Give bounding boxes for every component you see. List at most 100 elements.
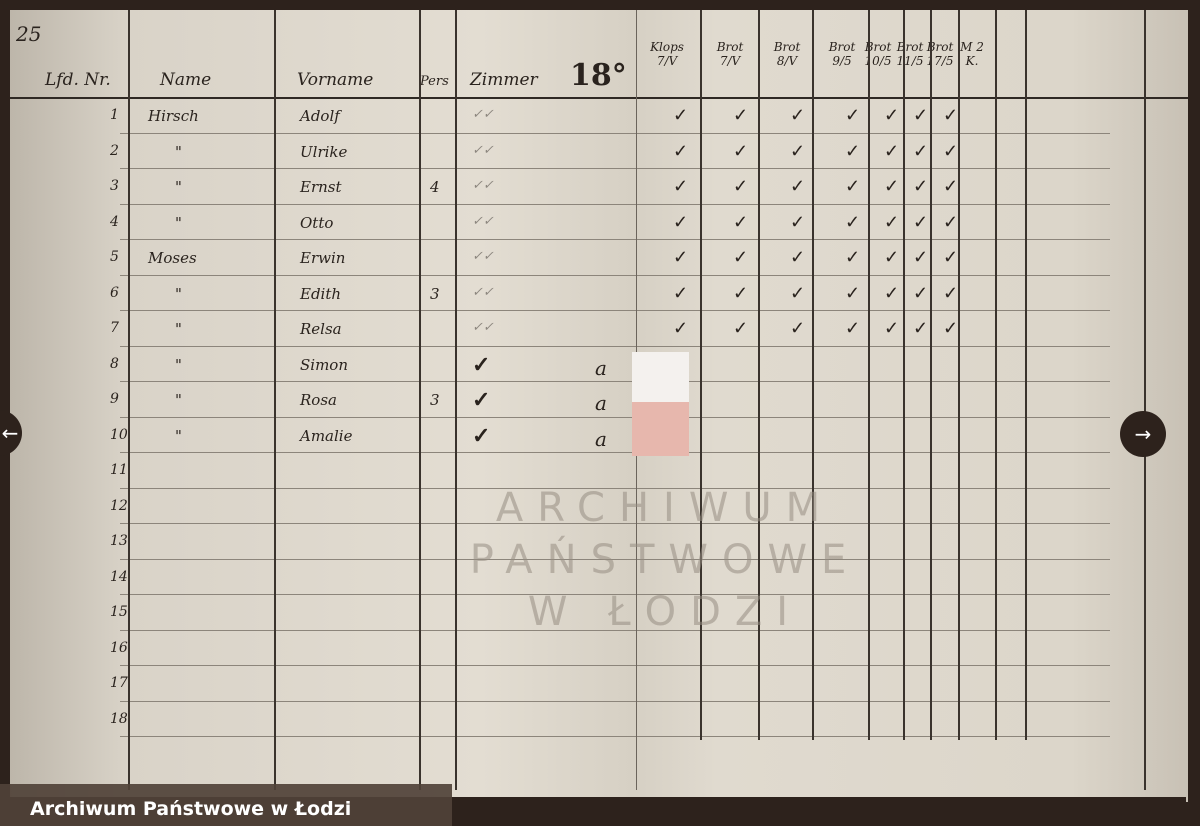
check-icon: ✓ (790, 105, 806, 126)
check-icon: ✓ (884, 318, 900, 339)
check-icon: ✓ (943, 211, 959, 233)
check-icon: ✓ (733, 105, 749, 126)
archive-caption: Archiwum Państwowe w Łodzi (0, 784, 452, 826)
header-date-column: Brot 10/5 (864, 40, 892, 68)
row-check: ✓ (472, 351, 491, 378)
arrow-left-icon: ← (1, 421, 19, 445)
row-rule (120, 345, 1110, 347)
check-icon: ✓ (943, 105, 959, 126)
prev-button[interactable]: ← (0, 410, 22, 456)
row-number: 8 (110, 355, 119, 372)
row-number: 10 (110, 426, 128, 443)
faint-check-icon: ✓✓ (472, 320, 494, 335)
header-date-column: Brot 17/5 (926, 40, 954, 68)
row-vorname: Erwin (300, 249, 346, 267)
check-icon: ✓ (845, 105, 861, 126)
row-rule (120, 239, 1110, 240)
column-rule (758, 10, 760, 740)
row-vorname: Edith (300, 284, 342, 303)
row-vorname: Ulrike (300, 142, 348, 161)
check-icon: ✓ (884, 176, 900, 197)
row-rule (120, 665, 1110, 666)
check-icon: ✓ (913, 318, 929, 339)
column-rule (455, 10, 457, 790)
header-date-column: M 2 K. (960, 40, 984, 68)
column-rule (995, 10, 997, 740)
check-icon: ✓ (845, 247, 861, 268)
check-icon: ✓ (913, 211, 929, 233)
row-vorname: Amalie (300, 426, 353, 445)
document-scan: 25 Lfd. Nr. Name Vorname Pers Zimmer 18°… (10, 10, 1188, 802)
row-number: 18 (110, 710, 128, 727)
row-number: 3 (110, 178, 119, 194)
row-name: Hirsch (148, 107, 199, 125)
header-zimmer: Zimmer (470, 70, 538, 90)
row-number: 14 (110, 568, 128, 585)
check-icon: ✓ (913, 247, 929, 268)
check-icon: ✓ (790, 211, 806, 233)
check-icon: ✓ (673, 318, 689, 339)
check-icon: ✓ (790, 176, 806, 197)
check-icon: ✓ (943, 282, 959, 304)
header-nr: Lfd. Nr. (45, 70, 111, 90)
check-icon: ✓ (733, 140, 749, 162)
row-pers: 4 (430, 178, 440, 196)
watermark: ARCHIWUM PAŃSTWOWE W ŁODZI (300, 482, 1030, 638)
check-icon: ✓ (790, 247, 806, 268)
column-rule (1025, 10, 1027, 740)
row-check: ✓ (472, 422, 491, 449)
check-icon: ✓ (884, 211, 900, 233)
check-icon: ✓ (913, 282, 929, 304)
check-icon: ✓ (673, 247, 689, 268)
row-rule (120, 558, 1110, 560)
check-icon: ✓ (845, 282, 861, 304)
check-icon: ✓ (943, 318, 959, 339)
column-rule (419, 10, 421, 790)
row-number: 12 (110, 497, 128, 514)
row-rule (120, 700, 1110, 702)
row-name: " (175, 142, 182, 161)
header-name: Name (160, 70, 212, 90)
check-icon: ✓ (733, 211, 749, 233)
row-number: 7 (110, 320, 119, 336)
row-number: 5 (110, 249, 119, 265)
row-name: " (175, 355, 182, 374)
row-name: " (175, 391, 182, 409)
column-rule (868, 10, 870, 740)
arrow-right-icon: → (1134, 422, 1152, 446)
check-icon: ✓ (845, 211, 861, 233)
column-rule (903, 10, 905, 740)
check-icon: ✓ (913, 140, 929, 162)
check-icon: ✓ (673, 282, 689, 304)
row-pers: 3 (430, 284, 440, 303)
check-icon: ✓ (845, 140, 861, 162)
row-rule (120, 274, 1110, 276)
next-button[interactable]: → (1120, 411, 1166, 457)
faint-check-icon: ✓✓ (472, 284, 494, 300)
row-vorname: Rosa (300, 391, 337, 409)
check-icon: ✓ (790, 318, 806, 339)
check-icon: ✓ (790, 140, 806, 162)
check-icon: ✓ (845, 318, 861, 339)
column-rule (930, 10, 932, 740)
row-number: 2 (110, 142, 119, 159)
row-vorname: Otto (300, 213, 334, 232)
check-icon: ✓ (884, 105, 900, 126)
row-check: ✓ (472, 387, 491, 413)
watermark-line2: W ŁODZI (527, 589, 803, 635)
row-rule (120, 168, 1110, 169)
header-pers: Pers (420, 74, 449, 89)
row-rule (120, 523, 1110, 524)
check-icon: ✓ (943, 176, 959, 197)
row-rule (120, 310, 1110, 311)
row-rule (120, 487, 1110, 489)
header-rule (10, 97, 1188, 99)
row-number: 4 (110, 213, 119, 230)
check-icon: ✓ (733, 282, 749, 304)
check-icon: ✓ (913, 176, 929, 197)
check-icon: ✓ (845, 176, 861, 197)
row-number: 13 (110, 533, 128, 549)
faint-check-icon: ✓✓ (472, 142, 494, 158)
color-calibration-patch (632, 352, 689, 456)
column-rule (128, 10, 130, 790)
